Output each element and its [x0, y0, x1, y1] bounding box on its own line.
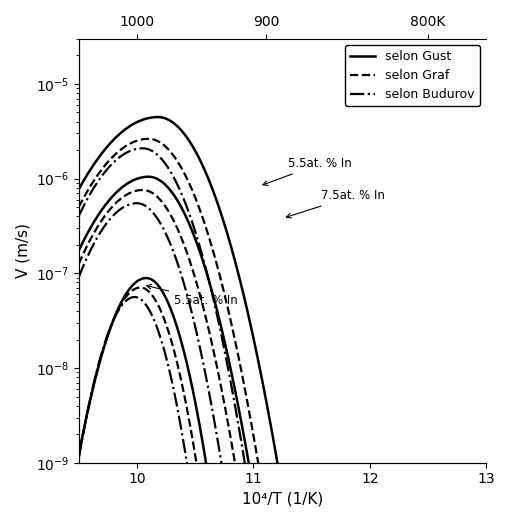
Line: selon Gust: selon Gust	[78, 117, 491, 491]
selon Budurov	[401, 488, 407, 494]
selon Gust	[155, 114, 161, 120]
selon Budurov	[246, 488, 252, 494]
selon Gust	[97, 153, 103, 159]
selon Budurov	[139, 145, 146, 151]
selon Gust	[401, 488, 407, 494]
selon Gust	[488, 488, 494, 494]
selon Budurov	[266, 488, 272, 494]
selon Budurov	[276, 488, 282, 494]
selon Gust	[265, 412, 271, 419]
selon Budurov	[97, 175, 103, 182]
selon Graf	[401, 488, 407, 494]
selon Graf	[276, 488, 282, 494]
selon Gust	[476, 488, 483, 494]
selon Graf	[75, 204, 81, 210]
Text: 5.5at. % In: 5.5at. % In	[147, 284, 238, 306]
selon Gust	[276, 474, 282, 480]
selon Gust	[75, 186, 81, 193]
Line: selon Graf: selon Graf	[78, 139, 491, 491]
selon Graf	[476, 488, 483, 494]
Line: selon Budurov: selon Budurov	[78, 148, 491, 491]
X-axis label: 10⁴/T (1/K): 10⁴/T (1/K)	[241, 492, 322, 507]
selon Budurov	[476, 488, 483, 494]
selon Budurov	[476, 488, 483, 494]
Text: 5.5at. % In: 5.5at. % In	[263, 157, 351, 185]
Text: 7.5at. % In: 7.5at. % In	[286, 189, 384, 218]
selon Budurov	[488, 488, 494, 494]
selon Gust	[279, 488, 285, 494]
selon Graf	[488, 488, 494, 494]
selon Graf	[145, 136, 151, 142]
selon Graf	[97, 169, 103, 175]
selon Graf	[476, 488, 483, 494]
Legend: selon Gust, selon Graf, selon Budurov: selon Gust, selon Graf, selon Budurov	[345, 45, 479, 106]
selon Graf	[260, 488, 266, 494]
selon Graf	[266, 488, 272, 494]
selon Budurov	[75, 213, 81, 219]
selon Gust	[476, 488, 483, 494]
Y-axis label: V (m/s): V (m/s)	[15, 223, 30, 278]
